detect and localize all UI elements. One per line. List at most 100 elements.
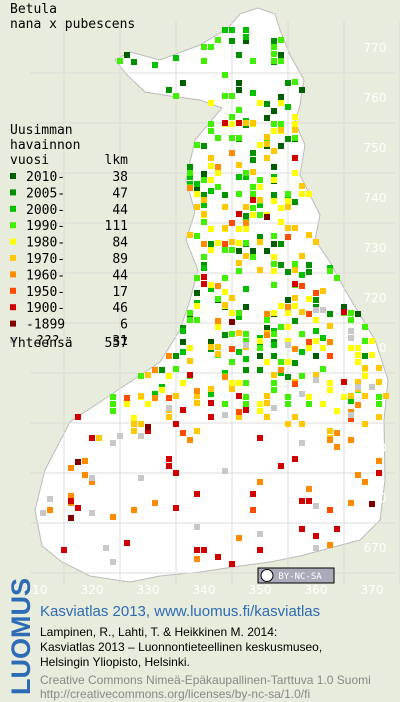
record-cell [264,115,270,121]
record-cell [271,282,277,288]
record-cell [201,44,207,50]
record-cell [124,395,130,401]
record-cell [89,475,95,481]
record-cell [208,128,214,134]
record-cell [257,479,263,485]
record-cell [320,335,326,341]
record-cell [187,232,193,238]
record-cell [236,248,242,254]
record-cell [187,437,193,443]
record-cell [278,127,284,133]
record-cell [243,27,249,33]
record-cell [131,428,137,434]
record-cell [278,324,284,330]
record-cell [271,44,277,50]
record-cell [327,353,333,359]
record-cell [229,346,235,352]
record-cell [152,62,158,68]
record-cell [201,241,207,247]
record-cell [313,338,319,344]
record-cell [320,345,326,351]
record-cell [257,547,263,553]
y-label: 720 [364,291,387,305]
record-cell [82,458,88,464]
license-url[interactable]: http://creativecommons.org/licenses/by-n… [40,687,310,701]
record-cell [229,247,235,253]
record-cell [292,414,298,420]
record-cell [306,401,312,407]
record-cell [369,384,375,390]
record-cell [299,309,305,315]
record-cell [257,212,263,218]
record-cell [173,393,179,399]
record-cell [208,344,214,350]
record-cell [348,335,354,341]
x-label: 370 [361,583,384,597]
record-cell [194,556,200,562]
record-cell [201,281,207,287]
record-cell [187,164,193,170]
record-cell [236,80,242,86]
legend-label: 2000- [26,203,65,218]
record-cell [208,226,214,232]
record-cell [236,107,242,113]
site-link[interactable]: Kasviatlas 2013, www.luomus.fi/kasviatla… [40,603,320,620]
record-cell [327,542,333,548]
record-cell [313,290,319,296]
record-cell [173,353,179,359]
record-cell [201,219,207,225]
record-cell [376,470,382,476]
record-cell [292,360,298,366]
record-cell [264,214,270,220]
record-cell [355,345,361,351]
record-cell [75,414,81,420]
record-cell [299,87,305,93]
record-cell [306,339,312,345]
record-cell [131,421,137,427]
legend-label: -1899 [26,318,65,333]
record-cell [61,547,67,553]
record-cell [138,373,144,379]
record-cell [271,192,277,198]
legend-label: 1980- [26,236,65,251]
record-cell [348,328,354,334]
legend-count: 111 [105,219,128,234]
record-cell [271,241,277,247]
record-cell [229,386,235,392]
record-cell [278,359,284,365]
record-cell [180,349,186,355]
record-cell [292,381,298,387]
legend-label: 2010- [26,170,65,185]
legend-count: 84 [112,236,128,251]
record-cell [194,491,200,497]
record-cell [264,311,270,317]
record-cell [299,391,305,397]
record-cell [313,533,319,539]
legend-heading: vuosi [10,153,49,168]
record-cell [243,367,249,373]
record-cell [257,239,263,245]
record-cell [285,421,291,427]
citation: Helsingin Yliopisto, Helsinki. [40,655,190,669]
record-cell [348,310,354,316]
record-cell [208,241,214,247]
legend-label: 1970- [26,252,65,267]
record-cell [131,415,137,421]
record-cell [222,412,228,418]
record-cell [355,402,361,408]
record-cell [208,188,214,194]
title: Betula [10,2,57,17]
record-cell [306,262,312,268]
record-cell [264,134,270,140]
record-cell [285,136,291,142]
record-cell [271,342,277,348]
record-cell [145,428,151,434]
record-cell [201,274,207,280]
record-cell [299,183,305,189]
record-cell [292,199,298,205]
record-cell [173,93,179,99]
title: nana x pubescens [10,17,135,32]
legend-swatch [10,320,16,327]
record-cell [355,352,361,358]
record-cell [334,444,340,450]
